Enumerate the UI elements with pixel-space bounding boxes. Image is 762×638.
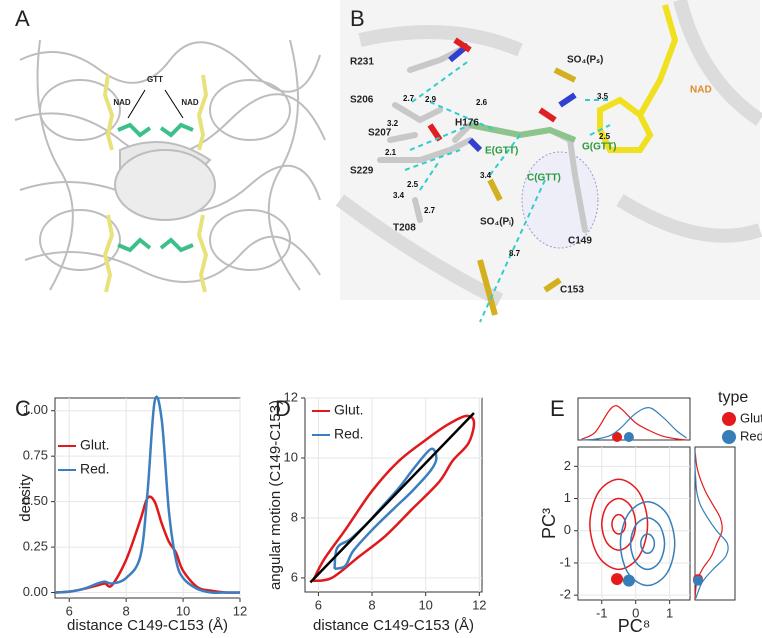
x-tick-label: 12	[472, 597, 486, 612]
legend-title: type	[718, 389, 748, 406]
distance-label: 2.6	[476, 98, 488, 107]
fit-line	[309, 412, 475, 584]
structure-b	[335, 0, 762, 323]
structure-label: E(GTT)	[485, 146, 518, 157]
legend-label: Red.	[80, 461, 110, 477]
distance-label: 2.5	[599, 132, 611, 141]
mean-point	[611, 573, 624, 586]
x-tick-label: 6	[315, 597, 322, 612]
contour	[629, 517, 666, 571]
structure-label: T208	[393, 223, 416, 234]
x-tick-label: 12	[233, 603, 247, 618]
marginal-density	[581, 405, 687, 441]
y-tick-label: 12	[284, 389, 298, 404]
distance-label: 3.4	[393, 191, 405, 200]
mean-point	[623, 432, 634, 442]
structure-label: SO₄(Pₛ)	[567, 55, 603, 66]
legend-swatch	[722, 430, 736, 444]
structure-label: R231	[350, 57, 374, 68]
legend-swatch	[722, 412, 736, 426]
y-tick-label: 0	[564, 522, 571, 537]
distance-label: 3.2	[387, 119, 399, 128]
x-axis-label: PC⁸	[618, 616, 651, 636]
x-tick-label: 8	[123, 603, 130, 618]
x-tick-label: 10	[418, 597, 432, 612]
distance-label: 2.9	[425, 95, 437, 104]
y-tick-label: 2	[564, 458, 571, 473]
marginal-density	[581, 407, 687, 441]
distance-label: 3.4	[480, 171, 492, 180]
x-axis-label: distance C149-C153 (Å)	[67, 617, 228, 634]
x-axis-label: distance C149-C153 (Å)	[313, 617, 474, 634]
legend-label: Glut	[740, 410, 762, 425]
structure-label: H176	[455, 118, 479, 129]
legend-label: Red	[740, 428, 762, 443]
mean-point	[622, 574, 635, 587]
y-axis-label: angular motion (C149-C153)	[267, 400, 284, 590]
x-tick-label: 0	[632, 605, 639, 620]
legend-label: Glut.	[80, 437, 110, 453]
density-line	[54, 495, 241, 594]
structure-label: S229	[350, 166, 374, 177]
distance-label: 2.7	[424, 206, 436, 215]
contour	[619, 501, 676, 587]
panel-letter: B	[350, 6, 365, 31]
x-tick-label: 8	[368, 597, 375, 612]
structure-label: NAD	[113, 98, 131, 107]
structure-a	[5, 30, 335, 305]
y-tick-label: 0.75	[23, 448, 48, 463]
structure-label: GTT	[147, 75, 163, 84]
structure-label: C149	[568, 236, 592, 247]
x-tick-label: -1	[596, 605, 608, 620]
y-tick-label: 0.00	[23, 584, 48, 599]
structure-label: C(GTT)	[527, 173, 561, 184]
contour	[601, 497, 637, 551]
plot-frame	[694, 446, 736, 601]
y-tick-label: 1.00	[23, 402, 48, 417]
y-tick-label: -1	[559, 554, 571, 569]
contour	[311, 414, 476, 583]
y-tick-label: 6	[291, 569, 298, 584]
contour	[589, 478, 649, 571]
panel-letter: D	[275, 396, 291, 421]
mean-point	[612, 432, 623, 442]
structure-label: SO₄(Pᵢ)	[480, 217, 514, 228]
structure-label: NAD	[690, 85, 712, 96]
x-tick-label: 1	[666, 605, 673, 620]
distance-label: 2.5	[407, 180, 419, 189]
y-tick-label: -2	[559, 587, 571, 602]
y-tick-label: 0.50	[23, 493, 48, 508]
marginal-density	[694, 453, 723, 599]
panel-letter: E	[550, 396, 565, 421]
distance-label: 2.1	[385, 148, 397, 157]
contour	[640, 533, 656, 555]
panel-letter: A	[15, 6, 30, 31]
ligand-sticks-a	[102, 74, 209, 293]
y-axis-label: PC³	[539, 508, 559, 539]
distance-label: 2.7	[403, 94, 415, 103]
structure-label: S206	[350, 95, 374, 106]
mean-point	[693, 575, 703, 586]
y-tick-label: 1	[564, 490, 571, 505]
marginal-density	[694, 453, 729, 599]
density-line	[54, 395, 240, 595]
y-tick-label: 0.25	[23, 539, 48, 554]
y-axis-label: density	[17, 474, 34, 522]
x-tick-label: 6	[66, 603, 73, 618]
panel-letter: C	[15, 396, 31, 421]
x-tick-label: 10	[176, 603, 190, 618]
plot-frame	[577, 397, 691, 441]
plot-frame	[577, 446, 691, 601]
legend-label: Glut.	[334, 402, 364, 418]
distance-label: 3.5	[597, 92, 609, 101]
distance-label: 8.7	[509, 249, 521, 258]
legend-label: Red.	[334, 426, 364, 442]
structure-label: C153	[560, 285, 584, 296]
structure-label: G(GTT)	[582, 142, 616, 153]
structure-label: NAD	[181, 98, 199, 107]
y-tick-label: 8	[291, 509, 298, 524]
structure-label: S207	[368, 128, 392, 139]
y-tick-label: 10	[284, 449, 298, 464]
